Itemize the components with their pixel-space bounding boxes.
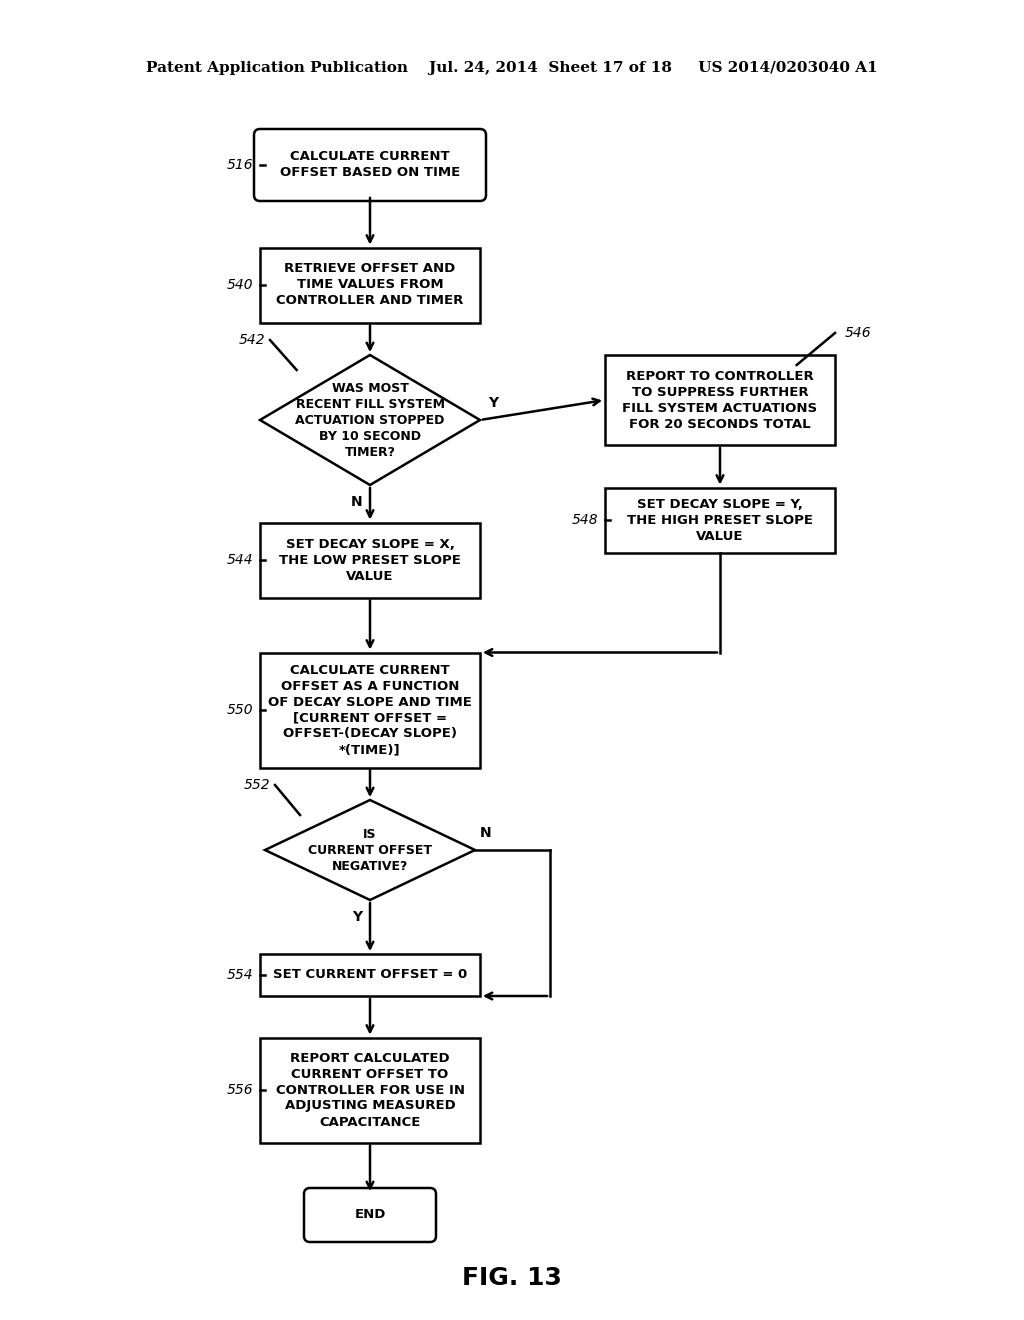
- Polygon shape: [265, 800, 475, 900]
- Polygon shape: [260, 355, 480, 484]
- Text: N: N: [350, 495, 362, 510]
- Bar: [605, 487, 835, 553]
- Text: FIG. 13: FIG. 13: [462, 1266, 562, 1290]
- Text: IS
CURRENT OFFSET
NEGATIVE?: IS CURRENT OFFSET NEGATIVE?: [308, 828, 432, 873]
- Bar: [260, 652, 480, 767]
- Text: 544: 544: [226, 553, 253, 568]
- FancyBboxPatch shape: [254, 129, 486, 201]
- Text: 554: 554: [226, 968, 253, 982]
- Text: SET DECAY SLOPE = X,
THE LOW PRESET SLOPE
VALUE: SET DECAY SLOPE = X, THE LOW PRESET SLOP…: [280, 537, 461, 582]
- Text: 542: 542: [239, 333, 265, 347]
- Text: END: END: [354, 1209, 386, 1221]
- FancyBboxPatch shape: [304, 1188, 436, 1242]
- Text: 548: 548: [571, 513, 598, 527]
- Bar: [260, 523, 480, 598]
- Text: Y: Y: [352, 909, 362, 924]
- Text: WAS MOST
RECENT FILL SYSTEM
ACTUATION STOPPED
BY 10 SECOND
TIMER?: WAS MOST RECENT FILL SYSTEM ACTUATION ST…: [295, 381, 444, 458]
- Text: 550: 550: [226, 704, 253, 717]
- Text: SET CURRENT OFFSET = 0: SET CURRENT OFFSET = 0: [272, 969, 467, 982]
- Bar: [605, 355, 835, 445]
- Text: REPORT CALCULATED
CURRENT OFFSET TO
CONTROLLER FOR USE IN
ADJUSTING MEASURED
CAP: REPORT CALCULATED CURRENT OFFSET TO CONT…: [275, 1052, 465, 1129]
- Text: CALCULATE CURRENT
OFFSET BASED ON TIME: CALCULATE CURRENT OFFSET BASED ON TIME: [280, 150, 460, 180]
- Text: SET DECAY SLOPE = Y,
THE HIGH PRESET SLOPE
VALUE: SET DECAY SLOPE = Y, THE HIGH PRESET SLO…: [627, 498, 813, 543]
- Text: CALCULATE CURRENT
OFFSET AS A FUNCTION
OF DECAY SLOPE AND TIME
[CURRENT OFFSET =: CALCULATE CURRENT OFFSET AS A FUNCTION O…: [268, 664, 472, 756]
- Bar: [260, 1038, 480, 1143]
- Text: 546: 546: [845, 326, 871, 341]
- Bar: [260, 248, 480, 322]
- Text: Patent Application Publication    Jul. 24, 2014  Sheet 17 of 18     US 2014/0203: Patent Application Publication Jul. 24, …: [146, 61, 878, 75]
- Text: Y: Y: [488, 396, 498, 411]
- Text: N: N: [480, 826, 492, 840]
- Text: 540: 540: [226, 279, 253, 292]
- Text: RETRIEVE OFFSET AND
TIME VALUES FROM
CONTROLLER AND TIMER: RETRIEVE OFFSET AND TIME VALUES FROM CON…: [276, 263, 464, 308]
- Text: REPORT TO CONTROLLER
TO SUPPRESS FURTHER
FILL SYSTEM ACTUATIONS
FOR 20 SECONDS T: REPORT TO CONTROLLER TO SUPPRESS FURTHER…: [623, 370, 817, 430]
- Text: 556: 556: [226, 1082, 253, 1097]
- Text: 552: 552: [244, 777, 270, 792]
- Text: 516: 516: [226, 158, 253, 172]
- Bar: [260, 954, 480, 997]
